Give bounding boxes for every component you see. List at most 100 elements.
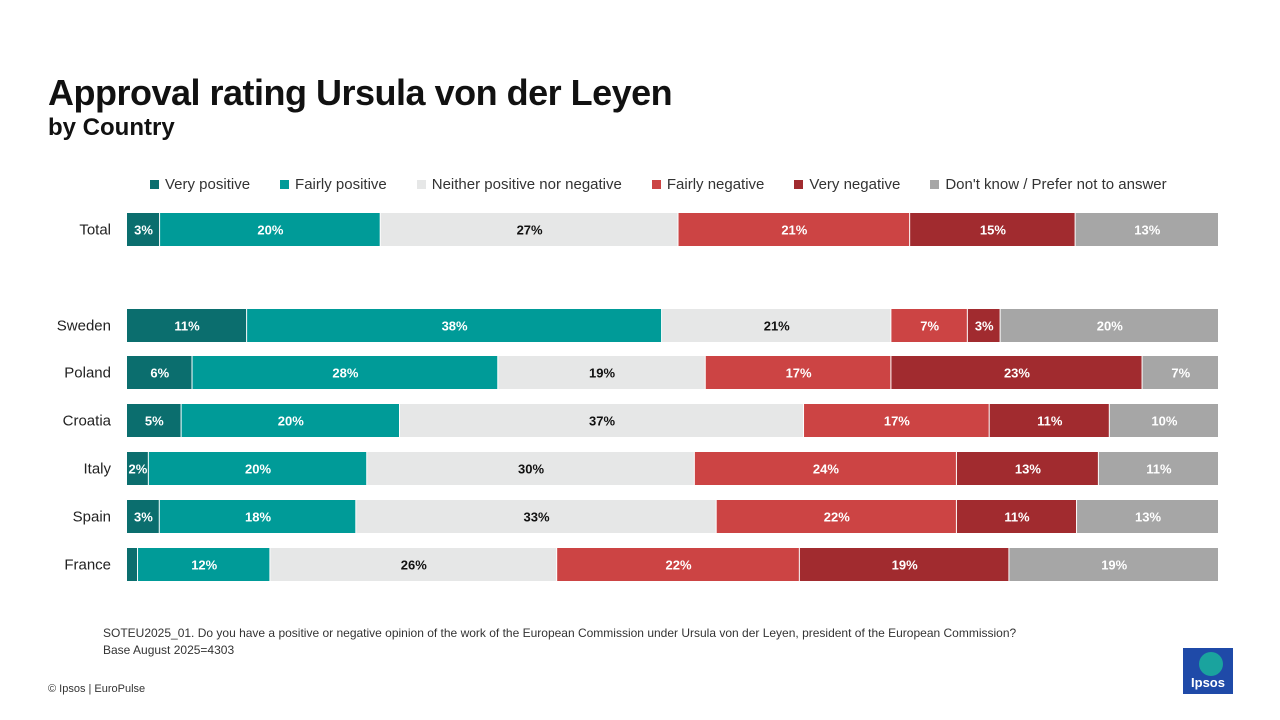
bar-segment — [247, 309, 662, 342]
data-label: 20% — [278, 414, 304, 429]
logo-text: Ipsos — [1191, 675, 1225, 690]
legend-label: Very positive — [165, 176, 251, 193]
data-label: 11% — [1004, 510, 1030, 525]
data-label: 26% — [401, 558, 427, 573]
data-label: 22% — [824, 510, 850, 525]
data-label: 23% — [1004, 366, 1030, 381]
footnote-question: SOTEU2025_01. Do you have a positive or … — [103, 626, 1017, 640]
bar-segment — [127, 356, 192, 389]
data-label: 17% — [884, 414, 910, 429]
stacked-bar-chart: Total 3% 20% 27% 21% 15% 13% Sweden 11% 38% 21% 7% 3… — [57, 213, 1218, 581]
bar-segment — [1000, 309, 1218, 342]
legend-swatch — [416, 180, 426, 189]
bar-segment — [956, 500, 1077, 533]
data-label: 19% — [589, 366, 615, 381]
bar-segment — [967, 309, 1000, 342]
bar-segment — [956, 452, 1098, 485]
ipsos-logo: Ipsos — [1183, 648, 1233, 694]
category-label: Spain — [73, 509, 111, 526]
legend-label: Fairly positive — [295, 176, 387, 193]
data-label: 19% — [1101, 558, 1127, 573]
bar-segment — [127, 452, 148, 485]
bar-segment — [662, 309, 891, 342]
bar-segment — [127, 500, 159, 533]
data-label: 27% — [517, 223, 543, 238]
bar-segment — [804, 404, 989, 437]
bar-segment — [557, 548, 799, 581]
data-label: 20% — [1097, 319, 1123, 334]
bar-segment — [891, 309, 967, 342]
legend-item-very-negative: Very negative — [794, 176, 900, 193]
data-label: 11% — [174, 319, 200, 334]
legend-swatch — [651, 180, 661, 189]
bar-segment — [148, 452, 367, 485]
bar-segment — [989, 404, 1109, 437]
bar-segment — [799, 548, 1009, 581]
data-label: 37% — [589, 414, 615, 429]
data-label: 3% — [975, 319, 994, 334]
bar-segment — [270, 548, 557, 581]
data-label: 30% — [518, 462, 544, 477]
bar-segment — [127, 213, 160, 246]
data-label: 7% — [920, 319, 939, 334]
bar-segment — [367, 452, 694, 485]
data-label: 3% — [134, 223, 153, 238]
bar-segment — [1142, 356, 1218, 389]
data-label: 38% — [442, 319, 468, 334]
data-label: 21% — [781, 223, 807, 238]
bar-segment — [159, 500, 356, 533]
legend-swatch — [794, 180, 804, 189]
data-label: 20% — [245, 462, 271, 477]
bar-segment — [138, 548, 270, 581]
data-label: 13% — [1135, 510, 1161, 525]
data-label: 17% — [786, 366, 812, 381]
chart-subtitle: by Country — [48, 114, 175, 141]
legend-item-fairly-negative: Fairly negative — [651, 176, 765, 193]
data-label: 12% — [191, 558, 217, 573]
category-label: Croatia — [63, 413, 112, 430]
bar-segment — [380, 213, 678, 246]
bar-segment — [1077, 500, 1218, 533]
category-label: Italy — [83, 461, 111, 478]
legend-label: Don't know / Prefer not to answer — [945, 176, 1167, 193]
bar-segment — [192, 356, 498, 389]
data-label: 11% — [1037, 414, 1063, 429]
logo-mark-icon — [1199, 652, 1223, 676]
data-label: 24% — [813, 462, 839, 477]
category-label: France — [64, 557, 111, 574]
legend-label: Fairly negative — [666, 176, 765, 193]
data-label: 3% — [134, 510, 153, 525]
bar-segment — [127, 309, 247, 342]
bar-segment — [1075, 213, 1218, 246]
bar-segment — [1009, 548, 1218, 581]
data-label: 6% — [150, 366, 169, 381]
copyright: © Ipsos | EuroPulse — [48, 683, 146, 695]
data-label: 20% — [257, 223, 283, 238]
legend-item-neither: Neither positive nor negative — [416, 176, 622, 193]
bar-segment — [160, 213, 380, 246]
data-label: 13% — [1134, 223, 1160, 238]
legend-swatch — [280, 180, 290, 189]
bar-segment — [400, 404, 804, 437]
category-label: Total — [79, 222, 111, 239]
category-label: Poland — [64, 365, 111, 382]
data-label: 28% — [332, 366, 358, 381]
data-label: 21% — [764, 319, 790, 334]
legend-item-dont-know: Don't know / Prefer not to answer — [930, 176, 1167, 193]
bar-segment — [1109, 404, 1218, 437]
data-label: 7% — [1171, 366, 1190, 381]
footnote: SOTEU2025_01. Do you have a positive or … — [103, 625, 1016, 659]
bar-segment — [705, 356, 891, 389]
bar-segment — [181, 404, 399, 437]
legend-item-fairly-positive: Fairly positive — [280, 176, 387, 193]
legend-swatch — [150, 180, 159, 189]
data-label: 18% — [245, 510, 271, 525]
bar-segment — [127, 548, 138, 581]
legend-label: Neither positive nor negative — [431, 176, 622, 193]
data-label: 19% — [892, 558, 918, 573]
legend: Very positive Fairly positive Neither po… — [150, 176, 1167, 193]
data-label: 15% — [980, 223, 1006, 238]
data-label: 2% — [129, 462, 148, 477]
data-label: 13% — [1015, 462, 1041, 477]
footnote-base: Base August 2025=4303 — [103, 643, 235, 657]
